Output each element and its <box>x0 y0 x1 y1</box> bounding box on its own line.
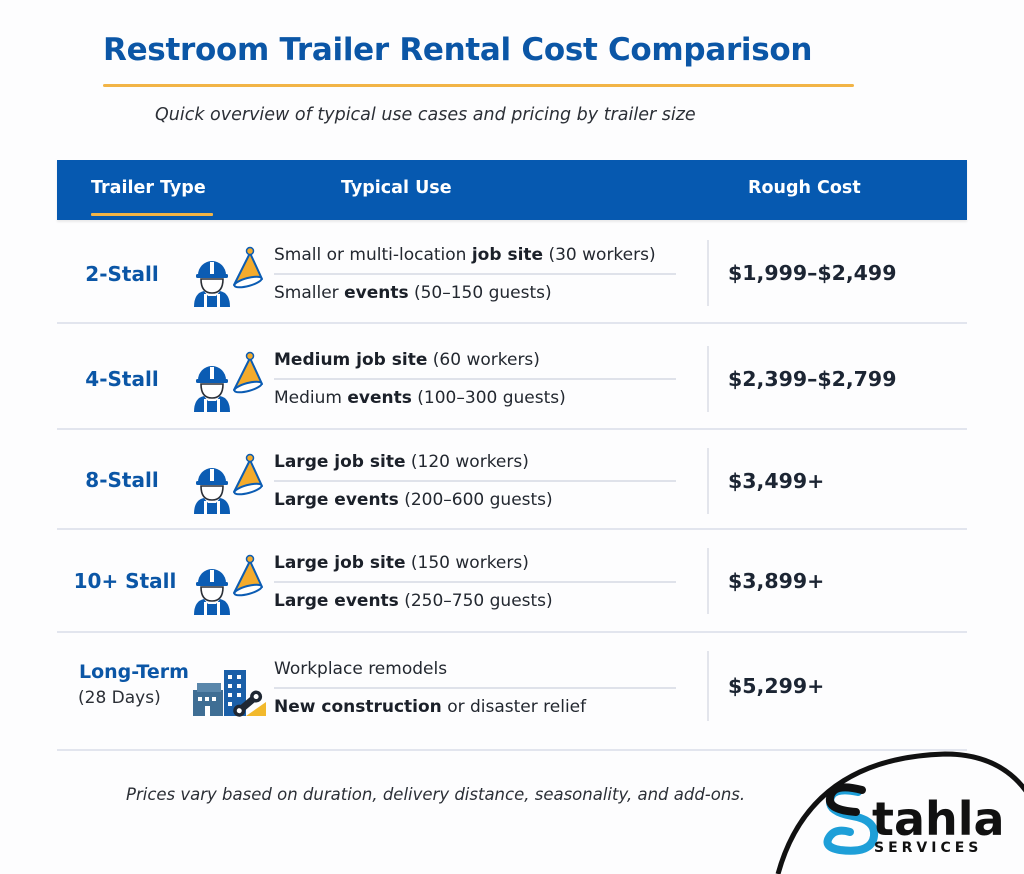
rough-cost: $3,899+ <box>728 569 825 593</box>
column-divider <box>707 448 709 514</box>
trailer-type: 4-Stall <box>85 367 159 391</box>
use-divider <box>274 480 676 482</box>
use-construction: New construction or disaster relief <box>274 697 587 717</box>
column-divider <box>707 346 709 412</box>
column-divider <box>707 240 709 306</box>
cost-comparison-table: Trailer Type Typical Use Rough Cost 2-St… <box>57 160 967 751</box>
rough-cost: $5,299+ <box>728 674 825 698</box>
rough-cost: $2,399–$2,799 <box>728 367 897 391</box>
use-job-site: Large job site (120 workers) <box>274 452 529 472</box>
typical-use-cell: Large job site (150 workers) Large event… <box>274 545 676 619</box>
trailer-type: 8-Stall <box>85 468 159 492</box>
worker-party-hat-icon <box>190 245 266 307</box>
page-subtitle: Quick overview of typical use cases and … <box>155 105 696 125</box>
title-underline <box>103 84 854 87</box>
worker-party-hat-icon <box>190 350 266 412</box>
worker-party-hat-icon <box>190 553 266 615</box>
active-column-underline <box>91 213 213 216</box>
trailer-type-duration: (28 Days) <box>78 688 161 708</box>
use-job-site: Small or multi-location job site (30 wor… <box>274 245 656 265</box>
typical-use-cell: Large job site (120 workers) Large event… <box>274 444 676 518</box>
table-row: Long-Term (28 Days) <box>57 633 967 751</box>
buildings-wrench-icon <box>190 664 266 726</box>
use-divider <box>274 581 676 583</box>
table-header: Trailer Type Typical Use Rough Cost <box>57 160 967 220</box>
table-row: 2-Stall Small or multi-location job site… <box>57 220 967 324</box>
pricing-footnote: Prices vary based on duration, delivery … <box>126 785 746 804</box>
worker-party-hat-icon <box>190 452 266 514</box>
column-divider <box>707 651 709 721</box>
use-divider <box>274 273 676 275</box>
use-events: Smaller events (50–150 guests) <box>274 283 552 303</box>
use-job-site: Large job site (150 workers) <box>274 553 529 573</box>
logo-wordmark: tahla <box>872 792 1005 846</box>
logo-tagline: SERVICES <box>874 840 982 856</box>
rough-cost: $1,999–$2,499 <box>728 261 897 285</box>
column-header-trailer-type: Trailer Type <box>91 178 206 198</box>
use-divider <box>274 378 676 380</box>
typical-use-cell: Medium job site (60 workers) Medium even… <box>274 342 676 416</box>
use-job-site: Medium job site (60 workers) <box>274 350 540 370</box>
typical-use-cell: Small or multi-location job site (30 wor… <box>274 237 676 311</box>
column-header-typical-use: Typical Use <box>341 178 452 198</box>
page-title: Restroom Trailer Rental Cost Comparison <box>103 32 813 68</box>
column-divider <box>707 548 709 614</box>
use-remodels: Workplace remodels <box>274 659 448 679</box>
rough-cost: $3,499+ <box>728 469 825 493</box>
trailer-type: 2-Stall <box>85 262 159 286</box>
column-header-rough-cost: Rough Cost <box>748 178 861 198</box>
use-events: Medium events (100–300 guests) <box>274 388 566 408</box>
use-events: Large events (250–750 guests) <box>274 591 553 611</box>
table-row: 4-Stall Medium job site (60 workers) Med… <box>57 324 967 430</box>
use-divider <box>274 687 676 689</box>
stahla-services-logo: tahla SERVICES <box>770 740 1024 874</box>
table-row: 10+ Stall Large job site (150 workers) L… <box>57 530 967 633</box>
table-row: 8-Stall Large job site (120 workers) Lar… <box>57 430 967 530</box>
trailer-type: 10+ Stall <box>73 569 177 593</box>
use-events: Large events (200–600 guests) <box>274 490 553 510</box>
trailer-type: Long-Term <box>79 661 189 683</box>
typical-use-cell: Workplace remodels New construction or d… <box>274 651 676 725</box>
